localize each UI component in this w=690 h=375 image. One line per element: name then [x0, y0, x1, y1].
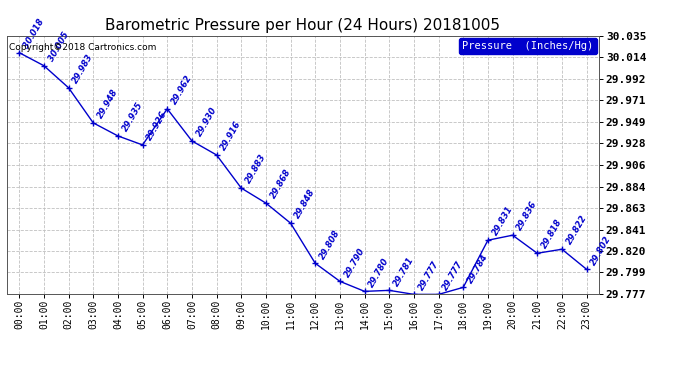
Text: 30.005: 30.005 — [47, 30, 70, 63]
Text: 29.935: 29.935 — [121, 100, 145, 133]
Text: 29.962: 29.962 — [170, 74, 194, 106]
Text: 29.780: 29.780 — [367, 256, 391, 289]
Text: 29.930: 29.930 — [195, 105, 219, 138]
Text: 29.836: 29.836 — [515, 200, 540, 232]
Text: 29.790: 29.790 — [343, 246, 366, 279]
Text: 29.822: 29.822 — [564, 214, 589, 246]
Text: 29.868: 29.868 — [268, 168, 293, 200]
Legend: Pressure  (Inches/Hg): Pressure (Inches/Hg) — [460, 38, 597, 54]
Text: 29.777: 29.777 — [417, 259, 441, 292]
Text: 29.916: 29.916 — [219, 120, 244, 152]
Text: 29.831: 29.831 — [491, 205, 515, 237]
Text: 29.848: 29.848 — [293, 188, 317, 220]
Text: 29.818: 29.818 — [540, 218, 564, 250]
Text: 29.802: 29.802 — [589, 234, 613, 267]
Text: 29.926: 29.926 — [146, 110, 169, 142]
Text: 29.948: 29.948 — [96, 87, 120, 120]
Text: 29.784: 29.784 — [466, 252, 490, 285]
Text: 29.781: 29.781 — [392, 255, 416, 288]
Text: 30.018: 30.018 — [22, 17, 46, 50]
Text: Copyright©2018 Cartronics.com: Copyright©2018 Cartronics.com — [9, 44, 156, 52]
Title: Barometric Pressure per Hour (24 Hours) 20181005: Barometric Pressure per Hour (24 Hours) … — [106, 18, 500, 33]
Text: 29.808: 29.808 — [318, 228, 342, 261]
Text: 29.777: 29.777 — [442, 259, 465, 292]
Text: 29.983: 29.983 — [71, 53, 95, 85]
Text: 29.883: 29.883 — [244, 153, 268, 185]
